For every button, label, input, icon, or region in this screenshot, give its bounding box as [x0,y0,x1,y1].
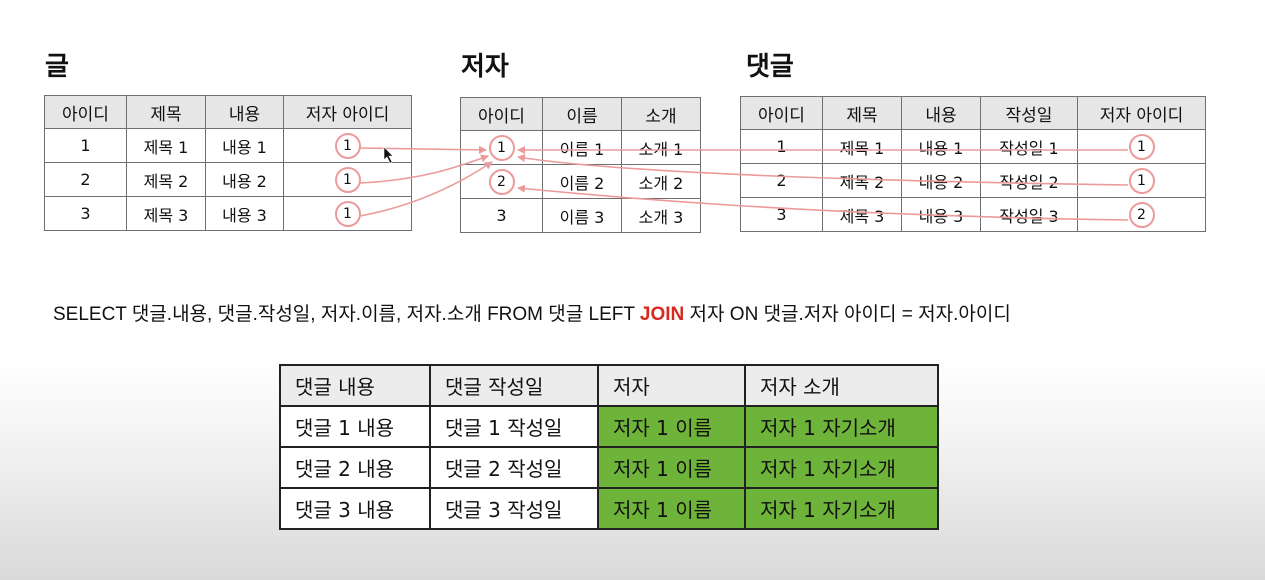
author-id-circle: 1 [1128,133,1155,160]
post-cell-author-id: 1 [283,128,412,163]
table-row: 2 제목 2 내용 2 1 [44,162,412,197]
author-id-circle: 1 [334,132,361,159]
post-col-author-id: 저자 아이디 [283,95,412,129]
comment-cell-id: 3 [740,197,823,232]
comment-cell-author-id: 1 [1077,163,1206,198]
post-table: 아이디 제목 내용 저자 아이디 1 제목 1 내용 1 1 2 제목 2 내용… [44,95,412,231]
comment-cell-content: 내용 2 [901,163,981,198]
comment-cell-title: 제목 1 [822,129,902,164]
author-id-circle: 1 [334,200,361,227]
table-row: 3 이름 3 소개 3 [460,198,701,233]
comment-cell-title: 제목 3 [822,197,902,232]
comment-col-date: 작성일 [980,96,1078,130]
author-cell-name: 이름 3 [542,198,622,233]
result-col-comment-content: 댓글 내용 [279,364,431,407]
comment-table-title: 댓글 [746,52,794,82]
comment-cell-date: 작성일 3 [980,197,1078,232]
comment-cell-content: 내용 3 [901,197,981,232]
post-cell-id: 3 [44,196,127,231]
result-cell-author-intro: 저자 1 자기소개 [744,446,939,489]
table-row: 댓글 3 내용 댓글 3 작성일 저자 1 이름 저자 1 자기소개 [279,487,939,530]
author-cell-id: 1 [460,130,543,165]
result-cell-date: 댓글 3 작성일 [429,487,599,530]
result-cell-author: 저자 1 이름 [597,405,746,448]
post-cell-title: 제목 1 [126,128,206,163]
post-cell-author-id: 1 [283,162,412,197]
author-cell-intro: 소개 1 [621,130,701,165]
table-row: 3 제목 3 내용 3 1 [44,196,412,231]
result-col-author-intro: 저자 소개 [744,364,939,407]
table-row: 댓글 2 내용 댓글 2 작성일 저자 1 이름 저자 1 자기소개 [279,446,939,489]
table-row: 1 제목 1 내용 1 1 [44,128,412,163]
comment-cell-author-id: 1 [1077,129,1206,164]
post-cell-content: 내용 1 [205,128,284,163]
result-cell-content: 댓글 2 내용 [279,446,431,489]
result-col-comment-date: 댓글 작성일 [429,364,599,407]
comment-cell-date: 작성일 2 [980,163,1078,198]
post-cell-author-id: 1 [283,196,412,231]
author-table: 아이디 이름 소개 1 이름 1 소개 1 2 이름 2 소개 2 3 이름 3… [460,97,701,233]
author-cell-name: 이름 1 [542,130,622,165]
post-cell-title: 제목 2 [126,162,206,197]
post-cell-content: 내용 3 [205,196,284,231]
post-table-title: 글 [45,52,69,82]
comment-col-id: 아이디 [740,96,823,130]
comment-cell-id: 2 [740,163,823,198]
table-row: 댓글 1 내용 댓글 1 작성일 저자 1 이름 저자 1 자기소개 [279,405,939,448]
author-cell-intro: 소개 2 [621,164,701,199]
post-cell-id: 2 [44,162,127,197]
author-col-name: 이름 [542,97,622,131]
comment-cell-date: 작성일 1 [980,129,1078,164]
result-cell-author: 저자 1 이름 [597,446,746,489]
result-cell-author-intro: 저자 1 자기소개 [744,405,939,448]
comment-col-title: 제목 [822,96,902,130]
table-row: 3 제목 3 내용 3 작성일 3 2 [740,197,1206,232]
table-row: 2 제목 2 내용 2 작성일 2 1 [740,163,1206,198]
result-cell-author-intro: 저자 1 자기소개 [744,487,939,530]
post-col-title: 제목 [126,95,206,129]
comment-table: 아이디 제목 내용 작성일 저자 아이디 1 제목 1 내용 1 작성일 1 1… [740,96,1206,232]
comment-cell-title: 제목 2 [822,163,902,198]
post-col-content: 내용 [205,95,284,129]
result-col-author: 저자 [597,364,746,407]
table-row: 2 이름 2 소개 2 [460,164,701,199]
post-cell-title: 제목 3 [126,196,206,231]
author-cell-intro: 소개 3 [621,198,701,233]
post-cell-id: 1 [44,128,127,163]
author-col-intro: 소개 [621,97,701,131]
comment-cell-id: 1 [740,129,823,164]
result-cell-content: 댓글 1 내용 [279,405,431,448]
sql-statement: SELECT 댓글.내용, 댓글.작성일, 저자.이름, 저자.소개 FROM … [53,299,1011,326]
sql-join-keyword: JOIN [639,304,685,325]
author-cell-name: 이름 2 [542,164,622,199]
author-table-title: 저자 [461,52,509,82]
comment-col-author-id: 저자 아이디 [1077,96,1206,130]
author-id-circle: 1 [1128,167,1155,194]
comment-cell-content: 내용 1 [901,129,981,164]
post-cell-content: 내용 2 [205,162,284,197]
author-col-id: 아이디 [460,97,543,131]
result-cell-date: 댓글 2 작성일 [429,446,599,489]
comment-cell-author-id: 2 [1077,197,1206,232]
sql-text-before: SELECT 댓글.내용, 댓글.작성일, 저자.이름, 저자.소개 FROM … [53,304,640,325]
result-cell-date: 댓글 1 작성일 [429,405,599,448]
table-row: 1 이름 1 소개 1 [460,130,701,165]
author-id-circle: 1 [334,166,361,193]
table-row: 1 제목 1 내용 1 작성일 1 1 [740,129,1206,164]
author-id-circle: 2 [488,168,515,195]
result-cell-content: 댓글 3 내용 [279,487,431,530]
author-id-circle: 2 [1128,201,1155,228]
sql-text-after: 저자 ON 댓글.저자 아이디 = 저자.아이디 [684,304,1011,325]
author-cell-id: 2 [460,164,543,199]
result-table: 댓글 내용 댓글 작성일 저자 저자 소개 댓글 1 내용 댓글 1 작성일 저… [279,364,939,530]
post-col-id: 아이디 [44,95,127,129]
comment-col-content: 내용 [901,96,981,130]
author-id-circle: 1 [488,134,515,161]
result-cell-author: 저자 1 이름 [597,487,746,530]
author-cell-id: 3 [460,198,543,233]
